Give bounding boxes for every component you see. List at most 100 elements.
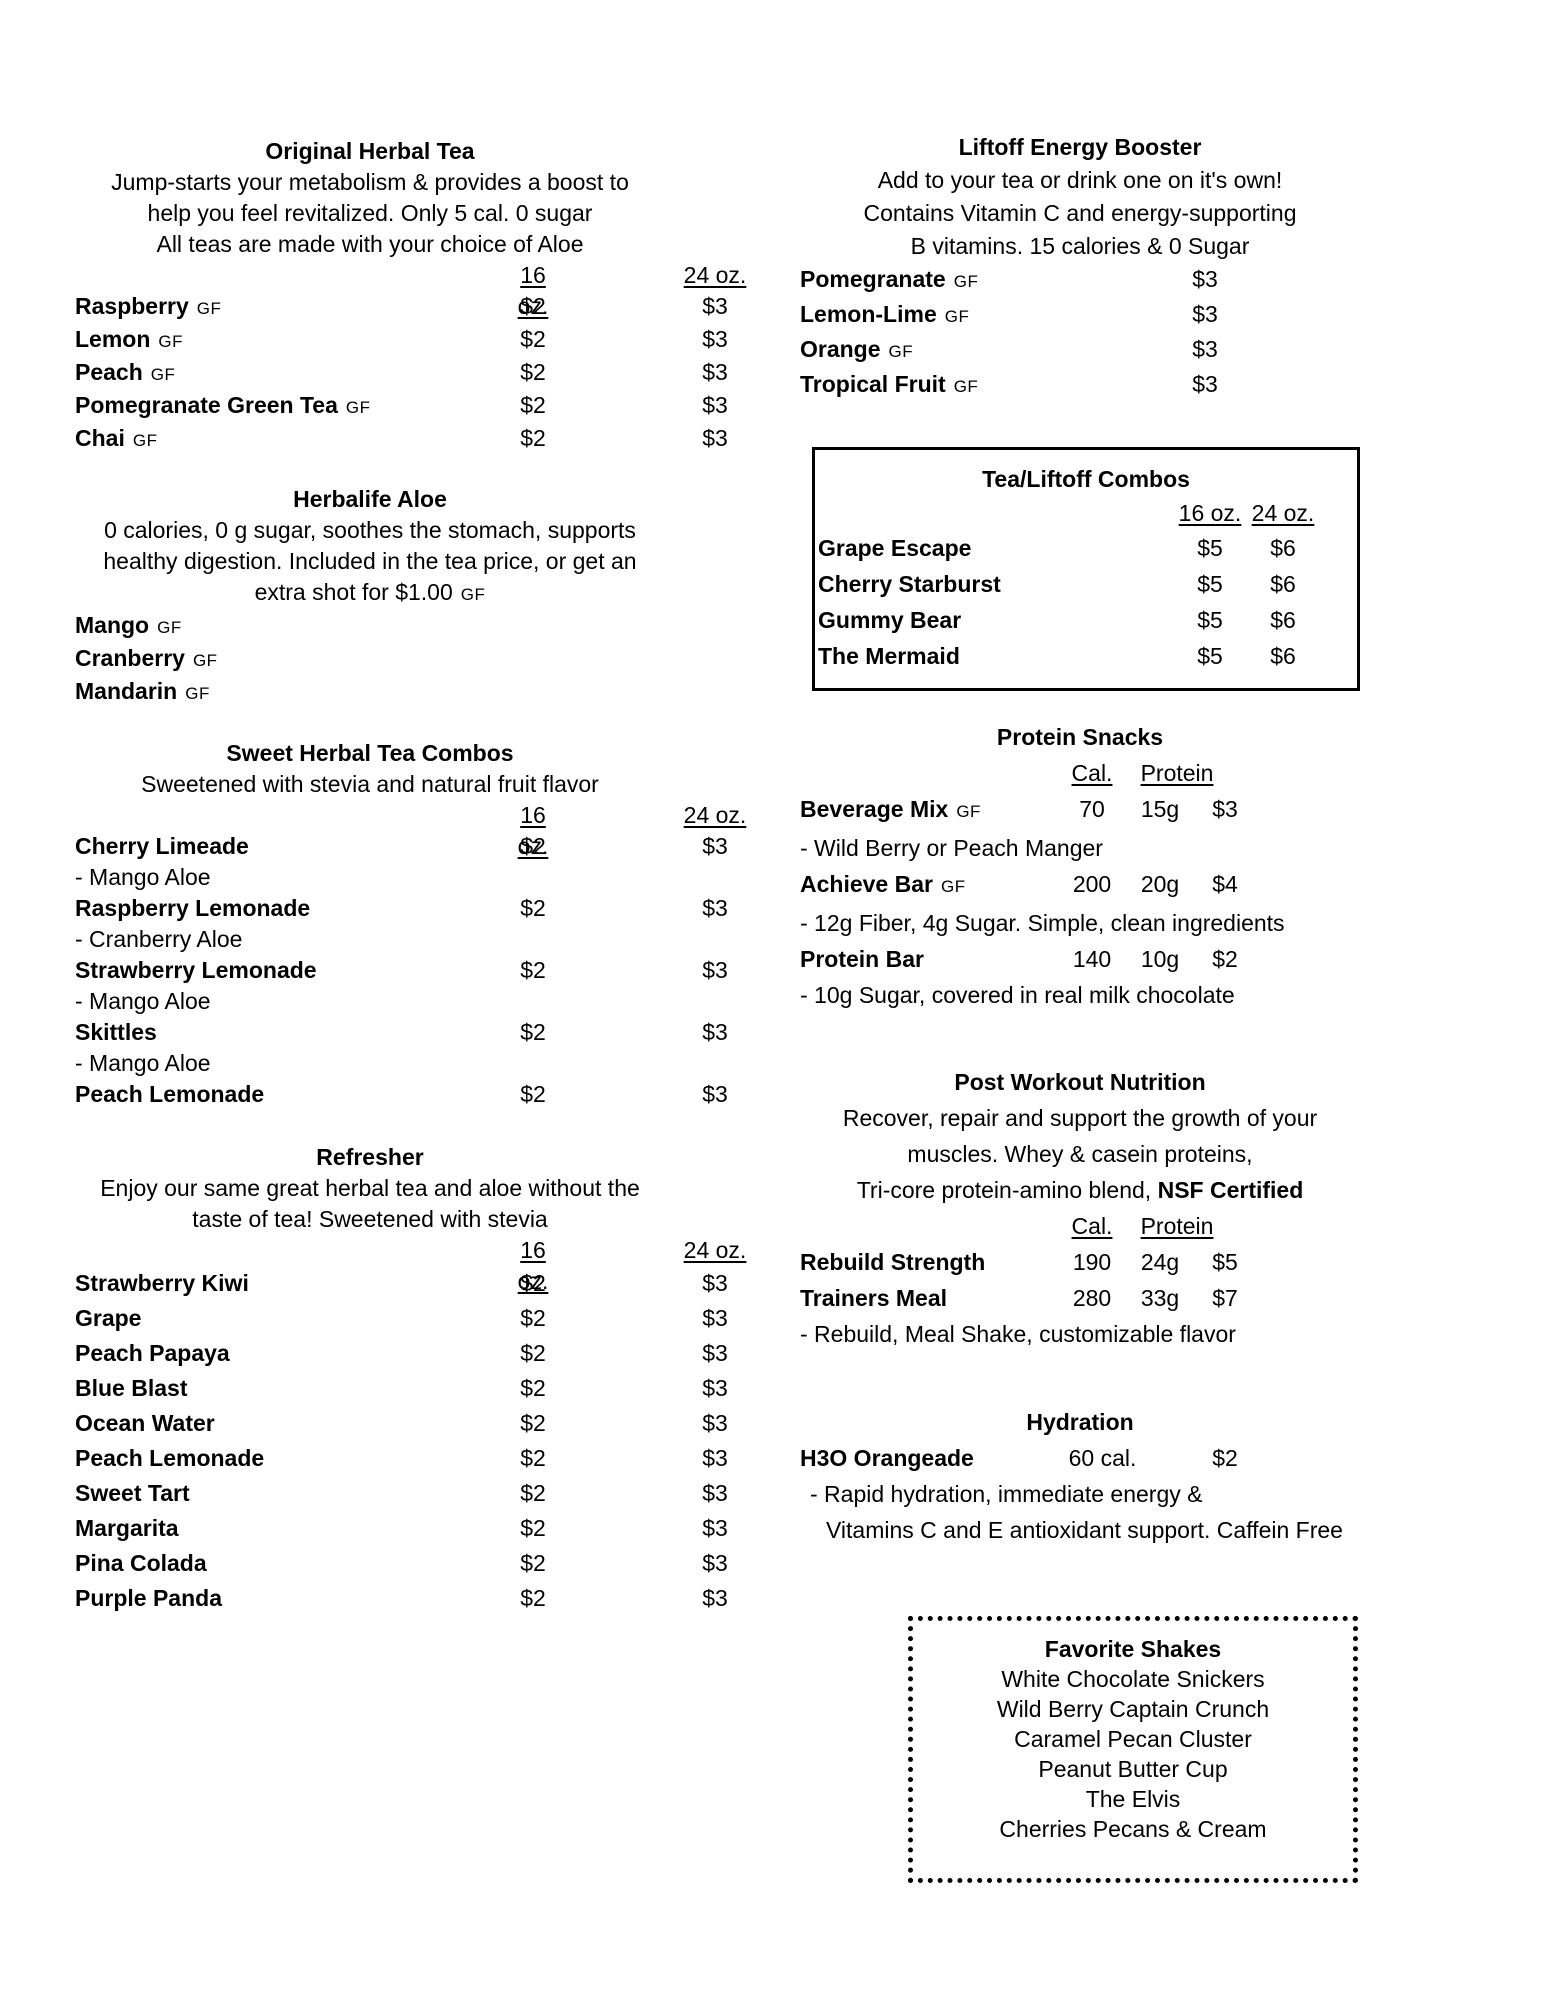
section-original-herbal-tea: Original Herbal Tea Jump-starts your met… [75, 136, 747, 456]
menu-item-row: Grape Escape $5 $6 [818, 530, 1354, 566]
size-header-24oz: 24 oz. [683, 802, 747, 828]
price-24oz: $3 [702, 1019, 728, 1045]
price: $2 [1212, 1445, 1238, 1471]
menu-item-row: Trainers Meal 280 33g $7 [800, 1280, 1360, 1316]
price-24oz: $3 [702, 1480, 728, 1506]
description-text: Tri-core protein-amino blend, [856, 1177, 1158, 1203]
calories-header: Cal. [1071, 1213, 1113, 1239]
menu-item-row: Mandarin GF [75, 676, 665, 709]
menu-item-row: Cherry Limeade $2 $3 [75, 831, 728, 862]
price-24oz: $3 [702, 359, 728, 385]
menu-item-row: Cherry Starburst $5 $6 [818, 566, 1354, 602]
price-16oz: $2 [520, 1081, 546, 1107]
price-16oz: $2 [520, 1480, 546, 1506]
menu-item-row: Peach GF $2 $3 [75, 357, 728, 390]
calories-value: 60 cal. [1068, 1445, 1137, 1471]
size-header-row: 16 oz. 24 oz. [818, 496, 1354, 530]
gluten-free-tag: GF [940, 877, 966, 896]
item-name: Peach Lemonade [75, 1081, 265, 1107]
price-16oz: $2 [520, 1550, 546, 1576]
item-name: Mango [75, 612, 150, 638]
protein-value: 10g [1140, 946, 1180, 972]
gluten-free-tag: GF [132, 431, 158, 450]
item-name: Raspberry [75, 293, 189, 319]
price-24oz: $3 [702, 1340, 728, 1366]
price-16oz: $2 [520, 1445, 546, 1471]
price: $5 [1212, 1249, 1238, 1275]
protein-value: 20g [1140, 871, 1180, 897]
size-header-16oz: 16 oz. [1178, 500, 1242, 526]
size-header-24oz: 24 oz. [1251, 500, 1315, 526]
menu-item-row: Peach Lemonade $2 $3 [75, 1079, 728, 1110]
price-16oz: $2 [520, 957, 546, 983]
price-24oz: $6 [1270, 643, 1296, 669]
column-header-row: Cal. Protein [800, 1208, 1360, 1244]
item-name: Orange [800, 336, 881, 362]
section-protein-snacks: Protein Snacks Cal. Protein Beverage Mix… [800, 719, 1360, 1013]
item-list: Mango GF Cranberry GF Mandarin GF [75, 610, 665, 709]
item-name: Gummy Bear [818, 607, 962, 633]
item-name: The Mermaid [818, 643, 960, 669]
price: $3 [1192, 336, 1218, 362]
shake-flavor: The Elvis [1085, 1786, 1181, 1812]
section-title: Post Workout Nutrition [954, 1069, 1206, 1095]
price-16oz: $5 [1197, 535, 1223, 561]
item-name: Ocean Water [75, 1410, 215, 1436]
size-header-16oz: 16 oz. [517, 262, 549, 319]
price-24oz: $3 [702, 1375, 728, 1401]
price-24oz: $6 [1270, 535, 1296, 561]
menu-item-row: Skittles $2 $3 [75, 1017, 728, 1048]
price-16oz: $2 [520, 1585, 546, 1611]
menu-item-row: Gummy Bear $5 $6 [818, 602, 1354, 638]
section-title: Hydration [1026, 1409, 1134, 1435]
size-header-row: 16 oz. 24 oz. [75, 260, 747, 319]
shake-flavor: Wild Berry Captain Crunch [996, 1696, 1270, 1722]
price-24oz: $3 [702, 326, 728, 352]
item-note: - Cranberry Aloe [75, 926, 243, 952]
item-note: - Mango Aloe [75, 1050, 211, 1076]
menu-item-row: Pina Colada $2 $3 [75, 1546, 728, 1581]
menu-item-row: Tropical Fruit GF $3 [800, 368, 1360, 403]
section-tea-liftoff-combos-box: Tea/Liftoff Combos 16 oz. 24 oz. Grape E… [812, 447, 1360, 691]
gluten-free-tag: GF [460, 585, 486, 604]
section-title: Herbalife Aloe [293, 486, 447, 512]
item-name: Peach Papaya [75, 1340, 230, 1366]
price: $3 [1192, 266, 1218, 292]
price-24oz: $3 [702, 1270, 728, 1296]
protein-header: Protein [1140, 760, 1214, 786]
price: $3 [1212, 796, 1238, 822]
price-24oz: $3 [702, 1305, 728, 1331]
section-title: Sweet Herbal Tea Combos [226, 740, 514, 766]
shake-flavor: Cherries Pecans & Cream [999, 1816, 1267, 1842]
section-description: 0 calories, 0 g sugar, soothes the stoma… [104, 517, 636, 543]
item-list: Cherry Limeade $2 $3 - Mango Aloe Raspberry … [75, 831, 728, 1110]
item-list: Raspberry GF $2 $3 Lemon GF $2 $3 Peach GF $2 $3 Pom… [75, 291, 728, 456]
price-24oz: $3 [702, 833, 728, 859]
item-name: Grape [75, 1305, 142, 1331]
item-name: Mandarin [75, 678, 178, 704]
section-description: B vitamins. 15 calories & 0 Sugar [910, 233, 1250, 259]
item-note: - Mango Aloe [75, 988, 211, 1014]
menu-item-row: Purple Panda $2 $3 [75, 1581, 728, 1616]
section-favorite-shakes-box: Favorite Shakes White Chocolate Snickers… [908, 1616, 1358, 1883]
item-name: Trainers Meal [800, 1285, 948, 1311]
section-description: Add to your tea or drink one on it's own… [877, 167, 1283, 193]
price-16oz: $2 [520, 392, 546, 418]
gluten-free-tag: GF [345, 398, 371, 417]
price-16oz: $2 [520, 326, 546, 352]
price: $2 [1212, 946, 1238, 972]
item-name: Achieve Bar [800, 871, 933, 897]
menu-item-row: Peach Papaya $2 $3 [75, 1336, 728, 1371]
gluten-free-tag: GF [953, 272, 979, 291]
calories-header: Cal. [1071, 760, 1113, 786]
section-description: Jump-starts your metabolism & provides a… [111, 169, 629, 195]
price-24oz: $3 [702, 1515, 728, 1541]
item-list: Rebuild Strength 190 24g $5 Trainers Meal 280… [800, 1244, 1360, 1316]
calories-value: 140 [1072, 946, 1112, 972]
menu-item-row: Cranberry GF [75, 643, 665, 676]
gluten-free-tag: GF [196, 299, 222, 318]
calories-value: 200 [1072, 871, 1112, 897]
menu-item-row: Strawberry Lemonade $2 $3 [75, 955, 728, 986]
item-name: Tropical Fruit [800, 371, 946, 397]
item-list: Strawberry Kiwi $2 $3 Grape $2 $3 Peach Papaya… [75, 1266, 728, 1616]
